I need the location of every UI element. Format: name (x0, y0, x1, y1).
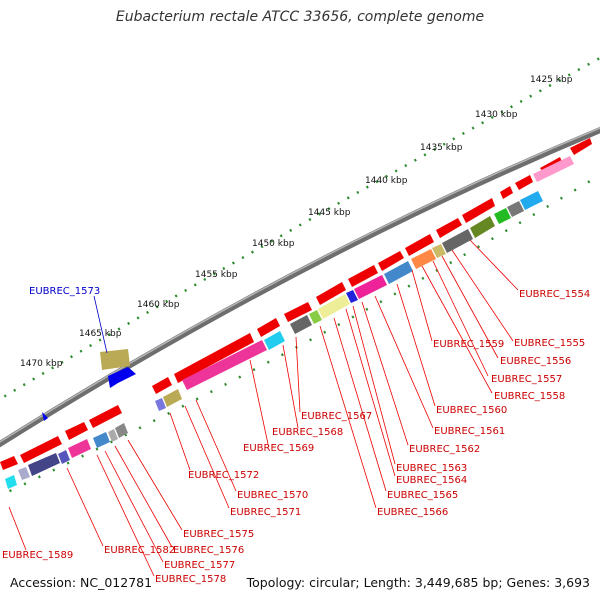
gene-arrow (174, 333, 254, 383)
gene-block (108, 367, 136, 388)
gene-arrow (436, 218, 462, 238)
gene-label-leaders (8, 239, 519, 577)
gene-label-eubrec-1567: EUBREC_1567 (301, 411, 372, 422)
gene-block (442, 229, 473, 253)
genome-backbone (0, 126, 600, 448)
gene-arrow (257, 318, 280, 337)
gene-block (470, 216, 495, 238)
gene-block (93, 432, 110, 448)
forward-strand-genes (0, 138, 592, 470)
gene-label-eubrec-1589: EUBREC_1589 (2, 550, 73, 561)
genome-backbone-highlight (0, 127, 600, 443)
gene-block (42, 412, 48, 421)
gene-block (5, 475, 17, 489)
gene-arrow (378, 251, 404, 271)
gene-block (18, 467, 30, 480)
map-title: Eubacterium rectale ATCC 33656, complete… (115, 9, 485, 25)
gene-block (115, 423, 128, 438)
gene-label-eubrec-1554: EUBREC_1554 (519, 289, 590, 300)
gene-arrow (89, 405, 122, 428)
gene-label-eubrec-1565: EUBREC_1565 (387, 490, 458, 501)
gene-label-eubrec-1560: EUBREC_1560 (436, 405, 507, 416)
kbp-ruler-inner (0, 173, 600, 498)
gene-arrow (65, 422, 88, 440)
gene-label-eubrec-1555: EUBREC_1555 (514, 338, 585, 349)
gene-label-eubrec-1570: EUBREC_1570 (237, 490, 308, 501)
gene-label-eubrec-1569: EUBREC_1569 (243, 443, 314, 454)
gene-label-eubrec-1582: EUBREC_1582 (104, 545, 175, 556)
gene-label-eubrec-1573: EUBREC_1573 (29, 286, 100, 297)
tick-label: 1465 kbp (79, 329, 122, 339)
gene-block (155, 398, 166, 411)
topology-summary: Topology: circular; Length: 3,449,685 bp… (246, 575, 590, 590)
gene-label-eubrec-1568: EUBREC_1568 (272, 427, 343, 438)
gene-arrow (570, 138, 592, 155)
gene-block (28, 453, 60, 476)
gene-label-eubrec-1571: EUBREC_1571 (230, 507, 301, 518)
gene-label-eubrec-1562: EUBREC_1562 (409, 444, 480, 455)
gene-arrow (405, 234, 434, 256)
gene-label-eubrec-1559: EUBREC_1559 (433, 339, 504, 350)
gene-block (100, 349, 130, 370)
gene-block (318, 294, 350, 319)
kbp-ruler-outer (0, 56, 600, 401)
gene-block (58, 450, 70, 464)
gene-block (507, 201, 524, 217)
gene-label-eubrec-1563: EUBREC_1563 (396, 463, 467, 474)
gene-label-eubrec-1557: EUBREC_1557 (491, 374, 562, 385)
gene-block (520, 191, 543, 210)
gene-block (494, 208, 511, 224)
gene-label-eubrec-1578: EUBREC_1578 (155, 574, 226, 585)
gene-block (411, 249, 436, 269)
gene-block (309, 310, 322, 324)
tick-label: 1425 kbp (530, 75, 573, 85)
gene-block (290, 315, 312, 334)
gene-arrow (316, 282, 346, 305)
gene-block (68, 439, 91, 458)
gene-label-eubrec-1576: EUBREC_1576 (173, 545, 244, 556)
gene-label-eubrec-1564: EUBREC_1564 (396, 475, 467, 486)
gene-block (432, 244, 446, 258)
gene-block (354, 275, 387, 299)
tick-label: 1445 kbp (308, 208, 351, 218)
accession-label: Accession: NC_012781 (10, 575, 153, 590)
gene-block (182, 340, 267, 390)
gene-label-eubrec-1561: EUBREC_1561 (434, 426, 505, 437)
tick-label: 1435 kbp (420, 143, 463, 153)
gene-label-eubrec-1566: EUBREC_1566 (377, 507, 448, 518)
gene-arrow (20, 436, 62, 463)
gene-block (533, 156, 574, 182)
tick-label: 1460 kbp (137, 300, 180, 310)
gene-arrow (284, 302, 312, 322)
tick-labels: 1425 kbp 1430 kbp 1435 kbp 1440 kbp 1445… (20, 75, 573, 369)
gene-label-eubrec-1558: EUBREC_1558 (494, 391, 565, 402)
gene-arrow (462, 198, 495, 223)
gene-arrow (515, 175, 533, 190)
gene-arrow (152, 377, 172, 394)
tick-label: 1450 kbp (252, 239, 295, 249)
gene-labels: EUBREC_1573 EUBREC_1554 EUBREC_1555 EUBR… (2, 286, 590, 585)
gene-block (108, 429, 118, 442)
tick-label: 1430 kbp (475, 110, 518, 120)
tick-label: 1455 kbp (195, 270, 238, 280)
functional-category-genes (5, 156, 574, 489)
gene-block (384, 261, 413, 284)
gene-arrow (348, 265, 378, 287)
gene-block (264, 331, 285, 350)
gene-block (163, 389, 182, 407)
gene-label-eubrec-1577: EUBREC_1577 (164, 560, 235, 571)
gene-arrow (0, 456, 18, 470)
gene-label-eubrec-1572: EUBREC_1572 (188, 470, 259, 481)
gene-label-eubrec-1556: EUBREC_1556 (500, 356, 571, 367)
gene-label-eubrec-1575: EUBREC_1575 (183, 529, 254, 540)
gene-block (346, 290, 358, 303)
tick-label: 1440 kbp (365, 176, 408, 186)
gene-arrow (500, 186, 513, 199)
tick-label: 1470 kbp (20, 359, 63, 369)
